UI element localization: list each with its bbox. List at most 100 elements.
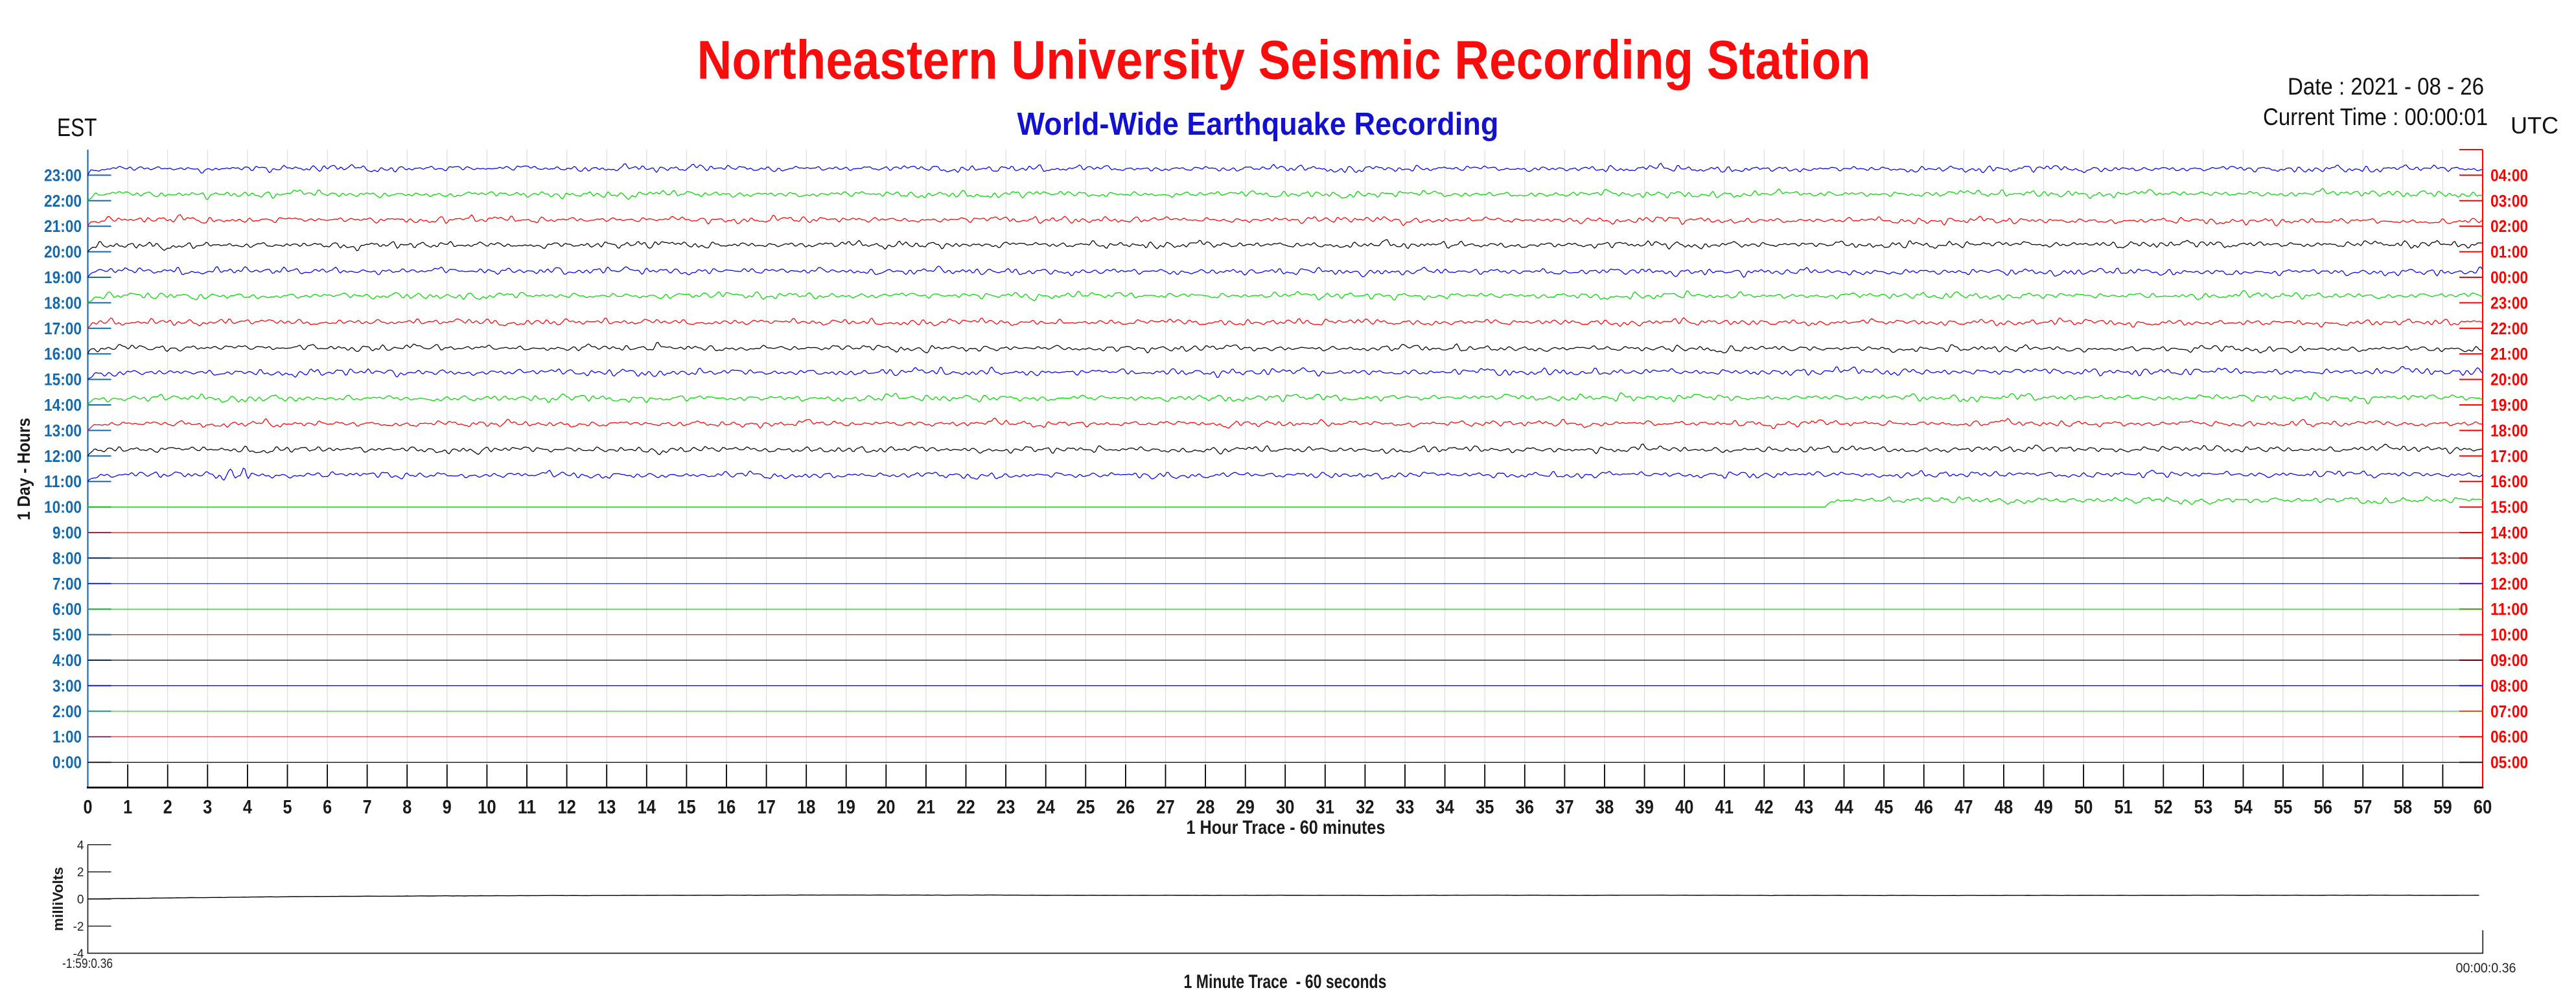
svg-text:45: 45: [1875, 797, 1894, 818]
svg-text:8: 8: [402, 797, 412, 818]
svg-text:34: 34: [1435, 797, 1454, 818]
svg-text:27: 27: [1156, 797, 1175, 818]
svg-text:-4: -4: [73, 947, 84, 961]
svg-text:21: 21: [917, 797, 936, 818]
svg-text:20:00: 20:00: [2490, 370, 2528, 389]
svg-text:22:00: 22:00: [44, 191, 82, 211]
svg-text:36: 36: [1516, 797, 1535, 818]
svg-text:60: 60: [2474, 797, 2492, 818]
svg-text:23:00: 23:00: [2490, 293, 2528, 312]
svg-text:5:00: 5:00: [52, 625, 82, 645]
svg-text:16: 16: [717, 797, 736, 818]
svg-text:53: 53: [2194, 797, 2213, 818]
svg-text:1:00: 1:00: [52, 727, 82, 746]
svg-text:51: 51: [2114, 797, 2133, 818]
svg-text:49: 49: [2034, 797, 2053, 818]
svg-text:2:00: 2:00: [52, 702, 82, 721]
svg-text:12:00: 12:00: [2490, 574, 2528, 593]
svg-text:World-Wide Earthquake Recordin: World-Wide Earthquake Recording: [1017, 106, 1499, 142]
svg-text:14:00: 14:00: [44, 395, 82, 415]
svg-text:08:00: 08:00: [2490, 676, 2528, 695]
svg-text:1 Hour Trace - 60 minutes: 1 Hour Trace - 60 minutes: [1187, 817, 1386, 838]
svg-text:17:00: 17:00: [44, 319, 82, 338]
svg-text:22:00: 22:00: [2490, 319, 2528, 338]
svg-text:19:00: 19:00: [44, 268, 82, 287]
svg-text:33: 33: [1396, 797, 1415, 818]
svg-text:47: 47: [1955, 797, 1973, 818]
svg-text:0: 0: [77, 893, 84, 907]
svg-text:10: 10: [478, 797, 496, 818]
svg-text:4: 4: [243, 797, 252, 818]
svg-text:20: 20: [877, 797, 896, 818]
svg-text:-1:59:0.36: -1:59:0.36: [62, 956, 113, 971]
svg-text:44: 44: [1835, 797, 1853, 818]
svg-text:29: 29: [1236, 797, 1255, 818]
svg-text:Northeastern University Seismi: Northeastern University Seismic Recordin…: [697, 30, 1871, 91]
svg-text:4: 4: [77, 839, 84, 853]
svg-text:19:00: 19:00: [2490, 395, 2528, 415]
svg-text:8:00: 8:00: [52, 548, 82, 568]
svg-text:9:00: 9:00: [52, 523, 82, 542]
svg-text:11:00: 11:00: [44, 472, 82, 491]
svg-text:3:00: 3:00: [52, 676, 82, 695]
svg-text:4:00: 4:00: [52, 650, 82, 670]
svg-text:11: 11: [518, 797, 537, 818]
svg-text:22: 22: [957, 797, 975, 818]
svg-text:7:00: 7:00: [52, 574, 82, 593]
svg-text:1 Day - Hours: 1 Day - Hours: [14, 418, 34, 520]
svg-text:23: 23: [997, 797, 1015, 818]
svg-text:9: 9: [443, 797, 452, 818]
svg-text:15:00: 15:00: [44, 370, 82, 389]
svg-text:6:00: 6:00: [52, 599, 82, 619]
svg-text:14: 14: [638, 797, 656, 818]
svg-text:Date : 2021 - 08 - 26: Date : 2021 - 08 - 26: [2288, 73, 2484, 100]
svg-text:55: 55: [2274, 797, 2293, 818]
svg-text:13:00: 13:00: [44, 420, 82, 440]
svg-text:3: 3: [203, 797, 212, 818]
svg-text:38: 38: [1595, 797, 1614, 818]
svg-text:12: 12: [557, 797, 576, 818]
svg-text:13: 13: [598, 797, 616, 818]
svg-text:06:00: 06:00: [2490, 727, 2528, 746]
svg-text:04:00: 04:00: [2490, 165, 2528, 185]
svg-text:00:00: 00:00: [2490, 268, 2528, 287]
svg-text:EST: EST: [57, 114, 97, 142]
svg-text:32: 32: [1356, 797, 1375, 818]
svg-text:12:00: 12:00: [44, 446, 82, 466]
svg-text:10:00: 10:00: [2490, 625, 2528, 645]
svg-text:15: 15: [677, 797, 696, 818]
svg-text:7: 7: [363, 797, 372, 818]
svg-text:UTC: UTC: [2511, 112, 2559, 139]
svg-text:16:00: 16:00: [44, 344, 82, 363]
svg-text:56: 56: [2314, 797, 2332, 818]
svg-text:15:00: 15:00: [2490, 498, 2528, 517]
svg-text:31: 31: [1316, 797, 1335, 818]
svg-text:24: 24: [1036, 797, 1055, 818]
svg-text:39: 39: [1635, 797, 1654, 818]
svg-text:17: 17: [757, 797, 776, 818]
svg-text:03:00: 03:00: [2490, 191, 2528, 211]
svg-text:35: 35: [1476, 797, 1494, 818]
svg-text:57: 57: [2354, 797, 2373, 818]
svg-text:1 Minute Trace - 60 seconds: 1 Minute Trace - 60 seconds: [1184, 971, 1387, 993]
svg-text:23:00: 23:00: [44, 165, 82, 185]
svg-text:19: 19: [837, 797, 855, 818]
svg-text:25: 25: [1076, 797, 1095, 818]
svg-text:30: 30: [1276, 797, 1295, 818]
svg-text:52: 52: [2154, 797, 2173, 818]
svg-text:43: 43: [1795, 797, 1814, 818]
svg-text:1: 1: [123, 797, 132, 818]
svg-text:20:00: 20:00: [44, 242, 82, 262]
svg-text:21:00: 21:00: [44, 216, 82, 236]
svg-text:07:00: 07:00: [2490, 702, 2528, 721]
svg-text:09:00: 09:00: [2490, 650, 2528, 670]
svg-text:05:00: 05:00: [2490, 753, 2528, 772]
svg-text:-2: -2: [73, 921, 84, 934]
svg-text:18:00: 18:00: [2490, 420, 2528, 440]
svg-text:40: 40: [1675, 797, 1694, 818]
svg-text:54: 54: [2234, 797, 2253, 818]
svg-text:41: 41: [1715, 797, 1734, 818]
svg-text:0:00: 0:00: [52, 753, 82, 772]
svg-text:48: 48: [1995, 797, 2013, 818]
svg-text:42: 42: [1755, 797, 1774, 818]
